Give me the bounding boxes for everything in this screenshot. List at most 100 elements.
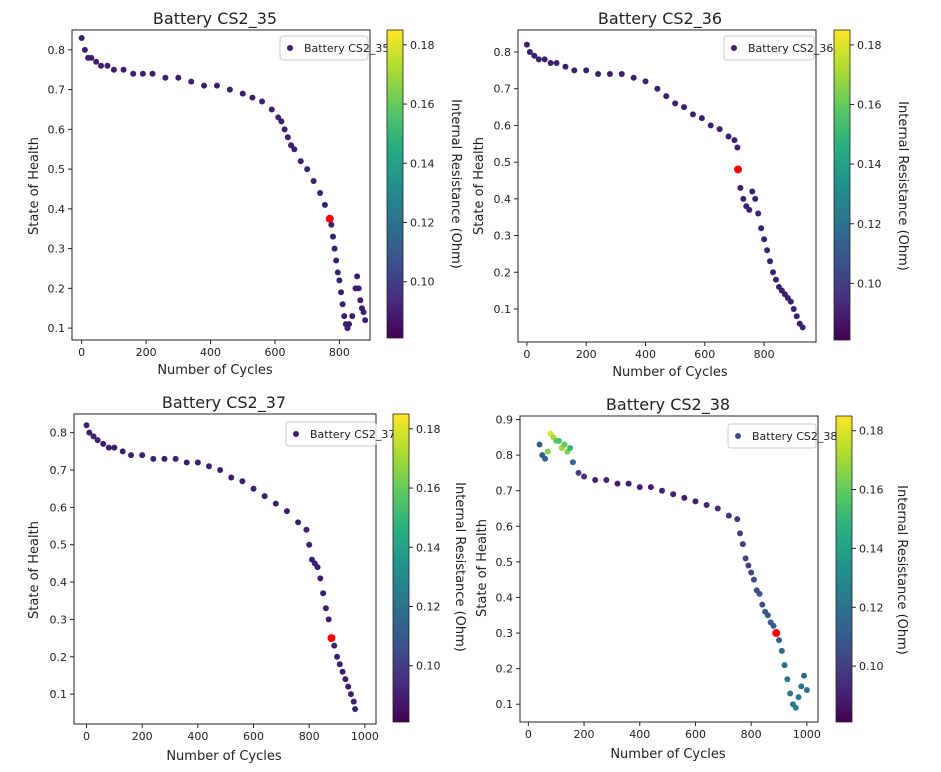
colorbar-tick-label: 0.18 <box>859 425 884 438</box>
data-point <box>531 52 538 59</box>
data-point <box>83 422 90 429</box>
data-point <box>603 477 610 484</box>
x-tick-label: 200 <box>136 346 157 359</box>
data-point <box>654 85 661 92</box>
x-tick-label: 0 <box>78 346 85 359</box>
y-axis-label: State of Health <box>472 137 487 235</box>
data-point <box>758 225 765 232</box>
data-point <box>567 445 574 452</box>
y-tick-label: 0.6 <box>50 501 68 514</box>
data-point <box>272 500 279 507</box>
data-point <box>801 672 808 679</box>
colorbar-gradient <box>835 415 853 723</box>
colorbar-ticks: 0.10 0.12 0.14 0.16 0.18 <box>850 39 882 290</box>
y-tick-label: 0.3 <box>50 613 68 626</box>
data-point <box>281 126 288 133</box>
data-point <box>295 519 302 526</box>
data-point <box>772 276 779 283</box>
data-point <box>268 106 275 113</box>
data-point <box>303 526 310 533</box>
legend-label: Battery CS2_38 <box>752 430 837 443</box>
data-point <box>681 494 688 501</box>
data-point <box>321 201 328 208</box>
data-point <box>350 698 357 705</box>
x-ticks: 0 200 400 600 800 <box>523 342 775 361</box>
data-point <box>541 56 548 63</box>
data-point <box>784 676 791 683</box>
data-point <box>569 459 576 466</box>
data-point <box>575 469 582 476</box>
chart-panel-cs2-37: Battery CS2_37 State of Health Number of… <box>27 393 467 764</box>
data-point <box>100 440 107 447</box>
colorbar-tick-label: 0.10 <box>416 660 441 673</box>
y-ticks: 0.1 0.2 0.3 0.4 0.5 0.6 0.7 0.8 <box>48 44 72 335</box>
data-point <box>731 137 738 144</box>
data-point <box>740 195 747 202</box>
y-tick-label: 0.4 <box>494 193 512 206</box>
data-point <box>331 245 338 252</box>
data-point <box>175 74 182 81</box>
data-point <box>275 114 282 121</box>
x-tick-label: 200 <box>576 348 597 361</box>
data-point <box>339 301 346 308</box>
colorbar-tick-label: 0.10 <box>410 276 435 289</box>
x-tick-label: 600 <box>264 346 285 359</box>
y-tick-label: 0.1 <box>50 688 68 701</box>
data-point <box>750 576 757 583</box>
data-point <box>761 236 768 243</box>
data-point <box>291 146 298 153</box>
data-point <box>217 467 224 474</box>
data-point <box>781 662 788 669</box>
x-tick-label: 200 <box>574 728 595 741</box>
x-tick-label: 800 <box>299 730 320 743</box>
data-point <box>105 444 112 451</box>
data-point <box>334 269 341 276</box>
y-tick-label: 0.8 <box>496 449 514 462</box>
data-point <box>317 189 324 196</box>
y-tick-label: 0.2 <box>50 651 68 664</box>
data-point <box>707 122 714 129</box>
data-point <box>111 444 118 451</box>
y-tick-label: 0.2 <box>48 282 66 295</box>
x-tick-label: 0 <box>83 730 90 743</box>
data-point <box>261 493 268 500</box>
x-tick-label: 800 <box>741 728 762 741</box>
data-point <box>795 694 802 701</box>
y-tick-label: 0.8 <box>494 46 512 59</box>
data-point <box>88 54 95 61</box>
data-point <box>581 473 588 480</box>
y-ticks: 0.1 0.2 0.3 0.4 0.5 0.6 0.7 0.8 <box>50 427 74 701</box>
data-point <box>336 277 343 284</box>
data-point <box>90 433 97 440</box>
data-point <box>767 258 774 265</box>
x-tick-label: 800 <box>329 346 350 359</box>
data-point <box>149 70 156 77</box>
chart-panel-cs2-36: Battery CS2_36 State of Health Number of… <box>472 9 910 380</box>
x-ticks: 0 200 400 600 800 1000 <box>525 722 821 741</box>
data-point <box>139 452 146 459</box>
legend-marker <box>293 431 299 437</box>
y-tick-label: 0.6 <box>48 123 66 136</box>
data-point <box>304 166 311 173</box>
data-point <box>544 448 551 455</box>
data-point <box>329 233 336 240</box>
x-tick-label: 600 <box>694 348 715 361</box>
plot-frame <box>71 29 371 341</box>
data-point <box>692 498 699 505</box>
data-point <box>205 463 212 470</box>
data-point <box>333 257 340 264</box>
data-point <box>161 455 168 462</box>
legend-marker <box>731 45 737 51</box>
data-point <box>764 612 771 619</box>
data-point <box>334 653 341 660</box>
y-tick-label: 0.4 <box>496 591 514 604</box>
data-point <box>128 452 135 459</box>
data-point <box>799 324 806 331</box>
colorbar-tick-label: 0.14 <box>857 158 882 171</box>
data-point <box>355 285 362 292</box>
y-tick-label: 0.4 <box>50 576 68 589</box>
y-tick-label: 0.1 <box>494 303 512 316</box>
colorbar-tick-label: 0.14 <box>859 542 884 555</box>
data-point <box>78 34 85 41</box>
